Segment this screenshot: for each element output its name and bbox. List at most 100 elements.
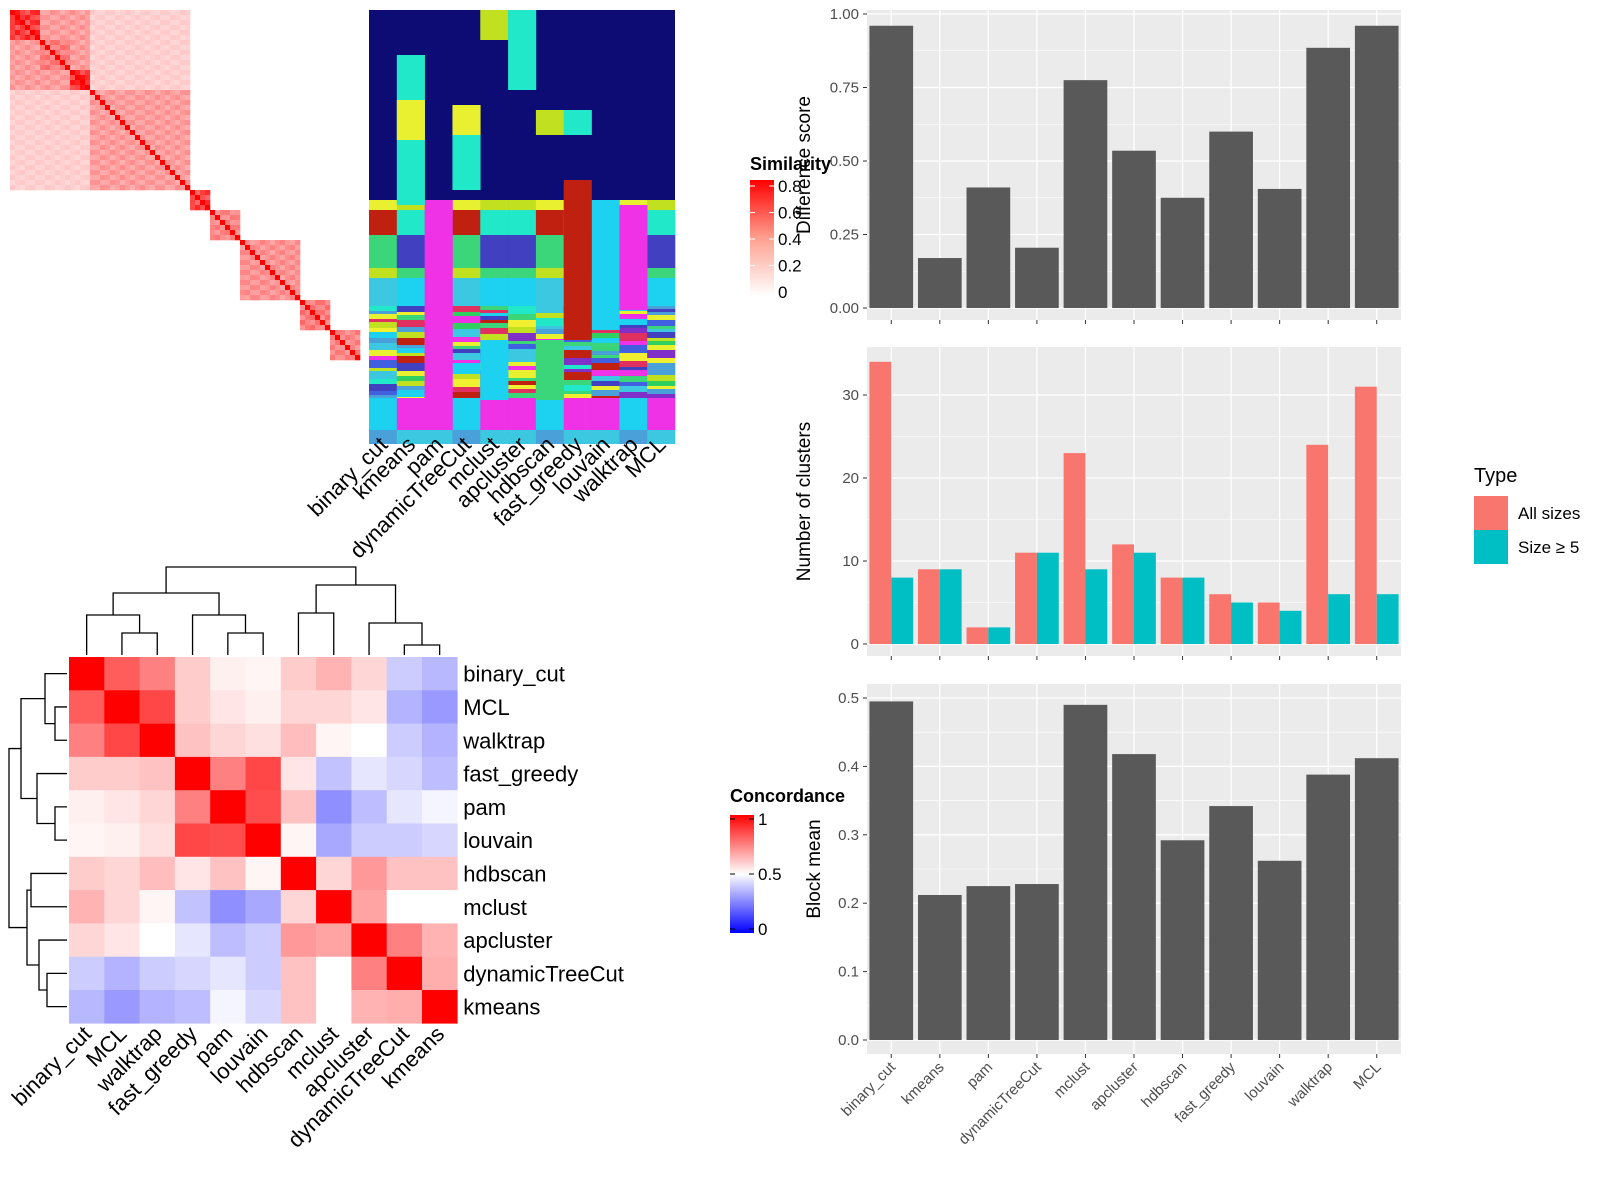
similarity-cell bbox=[75, 45, 81, 51]
similarity-cell bbox=[180, 35, 186, 41]
similarity-cell bbox=[80, 150, 86, 156]
similarity-cell bbox=[145, 100, 151, 106]
similarity-cell bbox=[145, 180, 151, 186]
similarity-cell bbox=[50, 155, 56, 161]
bar-all-sizes-pam bbox=[966, 627, 989, 644]
similarity-cell bbox=[140, 120, 146, 126]
similarity-cell bbox=[50, 170, 56, 176]
similarity-cell bbox=[270, 295, 276, 301]
similarity-cell bbox=[125, 50, 131, 56]
similarity-cell bbox=[95, 170, 101, 176]
similarity-cell bbox=[180, 185, 186, 191]
similarity-cell bbox=[60, 40, 66, 46]
similarity-cell bbox=[165, 10, 171, 16]
cluster-segment bbox=[508, 349, 537, 355]
cluster-segment bbox=[452, 337, 481, 342]
similarity-cell bbox=[120, 110, 126, 116]
similarity-cell bbox=[155, 120, 161, 126]
concordance-row-label-dynamictreecut: dynamicTreeCut bbox=[463, 961, 624, 986]
similarity-cell bbox=[180, 100, 186, 106]
concordance-cell bbox=[69, 657, 105, 691]
similarity-cell bbox=[75, 110, 81, 116]
similarity-cell bbox=[115, 155, 121, 161]
similarity-cell bbox=[70, 80, 76, 86]
similarity-cell bbox=[185, 15, 191, 21]
similarity-cell bbox=[10, 90, 16, 96]
cluster-segment bbox=[480, 210, 509, 235]
similarity-cell bbox=[85, 140, 91, 146]
similarity-cell bbox=[350, 330, 356, 336]
similarity-cell bbox=[245, 265, 251, 271]
similarity-cell bbox=[180, 140, 186, 146]
similarity-cell bbox=[110, 25, 116, 31]
concordance-cell bbox=[69, 990, 105, 1024]
similarity-cell bbox=[75, 120, 81, 126]
similarity-cell bbox=[220, 220, 226, 226]
similarity-cell bbox=[40, 140, 46, 146]
similarity-cell bbox=[95, 160, 101, 166]
similarity-cell bbox=[175, 115, 181, 121]
similarity-cell bbox=[270, 250, 276, 256]
cluster-segment bbox=[647, 312, 676, 315]
similarity-cell bbox=[50, 160, 56, 166]
similarity-cell bbox=[20, 40, 26, 46]
cluster-segment bbox=[619, 367, 648, 370]
similarity-cell bbox=[75, 130, 81, 136]
cluster-segment bbox=[369, 306, 398, 311]
similarity-cell bbox=[185, 110, 191, 116]
cluster-segment bbox=[563, 385, 592, 391]
similarity-cell bbox=[175, 20, 181, 26]
similarity-cell bbox=[125, 170, 131, 176]
similarity-legend-tick: 0 bbox=[778, 283, 787, 302]
similarity-cell bbox=[105, 100, 111, 106]
similarity-cell bbox=[15, 180, 21, 186]
similarity-cell bbox=[150, 15, 156, 21]
similarity-cell bbox=[135, 90, 141, 96]
similarity-cell bbox=[55, 140, 61, 146]
similarity-cell bbox=[140, 170, 146, 176]
similarity-cell bbox=[180, 135, 186, 141]
cluster-segment bbox=[480, 268, 509, 278]
cluster-segment bbox=[508, 200, 537, 210]
similarity-cell bbox=[25, 165, 31, 171]
similarity-cell bbox=[65, 40, 71, 46]
cluster-segment bbox=[452, 312, 481, 316]
similarity-cell bbox=[130, 180, 136, 186]
x-tick-label-mclust: mclust bbox=[1051, 1058, 1094, 1101]
similarity-cell bbox=[25, 155, 31, 161]
similarity-cell bbox=[100, 45, 106, 51]
similarity-cell bbox=[40, 45, 46, 51]
similarity-cell bbox=[85, 150, 91, 156]
dendrogram-branch bbox=[191, 614, 247, 655]
similarity-cell bbox=[80, 160, 86, 166]
similarity-cell bbox=[275, 280, 281, 286]
bar-all-sizes-walktrap bbox=[1306, 444, 1329, 644]
similarity-cell bbox=[75, 125, 81, 131]
similarity-cell bbox=[120, 170, 126, 176]
similarity-cell bbox=[280, 245, 286, 251]
similarity-cell bbox=[185, 80, 191, 86]
similarity-cell bbox=[160, 160, 166, 166]
similarity-cell bbox=[155, 125, 161, 131]
similarity-cell bbox=[130, 135, 136, 141]
similarity-cell bbox=[185, 20, 191, 26]
similarity-cell bbox=[30, 185, 36, 191]
cluster-segment bbox=[647, 386, 676, 389]
similarity-cell bbox=[70, 150, 76, 156]
similarity-cell bbox=[25, 105, 31, 111]
similarity-cell bbox=[205, 200, 211, 206]
similarity-cell bbox=[40, 55, 46, 61]
similarity-cell bbox=[45, 85, 51, 91]
similarity-cell bbox=[155, 60, 161, 66]
similarity-cell bbox=[35, 95, 41, 101]
similarity-cell bbox=[95, 110, 101, 116]
similarity-cell bbox=[30, 135, 36, 141]
similarity-cell bbox=[110, 150, 116, 156]
similarity-cell bbox=[30, 55, 36, 61]
similarity-cell bbox=[40, 35, 46, 41]
similarity-cell bbox=[15, 140, 21, 146]
similarity-cell bbox=[75, 75, 81, 81]
similarity-cell bbox=[90, 10, 96, 16]
concordance-cell bbox=[210, 990, 246, 1024]
